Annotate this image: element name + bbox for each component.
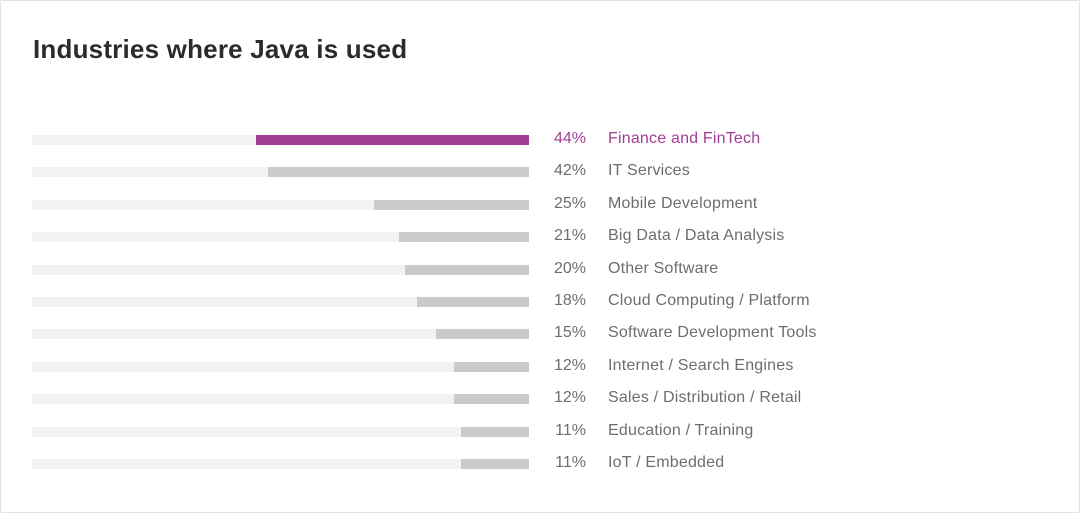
bar-value-label: 11% [555,421,586,439]
bar-row: 11% Education / Training [0,420,1080,444]
bar-row: 20% Other Software [0,258,1080,282]
bar-value-label: 21% [553,227,586,245]
chart-title: Industries where Java is used [33,34,408,64]
bar [460,426,529,437]
bar-track [32,426,529,437]
bar-row: 12% Internet / Search Engines [0,355,1080,379]
bar-row: 11% IoT / Embedded [0,452,1080,476]
category-label: Software Development Tools [608,324,817,342]
bar-value-label: 18% [553,292,586,309]
bar-value-label: 25% [553,194,586,212]
category-label: Finance and FinTech [608,130,761,147]
bar [454,394,529,405]
category-label: IoT / Embedded [608,454,725,471]
bar [460,459,529,469]
bar [435,329,529,340]
bar [454,361,529,372]
bar-row: 25% Mobile Development [0,193,1080,217]
bar-value-label: 42% [553,162,586,180]
bar [417,297,529,307]
bar-value-label: 20% [553,259,586,277]
category-label: Education / Training [608,421,754,439]
bar [404,264,529,275]
bar [398,232,529,243]
bar [268,167,529,178]
bar-track [32,167,529,178]
bar [373,199,529,210]
category-label: Internet / Search Engines [608,356,794,374]
bar-track [32,264,529,275]
bar-track [32,297,529,307]
category-label: Sales / Distribution / Retail [608,389,802,407]
category-label: Other Software [608,259,719,277]
bar-row: 44% Finance and FinTech [0,128,1080,152]
category-label: Cloud Computing / Platform [608,292,810,309]
bar-value-label: 15% [553,324,586,342]
bar [255,135,529,145]
bar-row: 18% Cloud Computing / Platform [0,290,1080,314]
bar-row: 12% Sales / Distribution / Retail [0,387,1080,411]
bar-track [32,394,529,405]
bar-value-label: 44% [553,130,586,147]
bar-track [32,361,529,372]
bar-row: 15% Software Development Tools [0,322,1080,346]
bar-value-label: 12% [553,356,586,374]
bar-track [32,232,529,243]
bar-track [32,459,529,469]
bar-value-label: 12% [553,389,586,407]
bar-row: 21% Big Data / Data Analysis [0,225,1080,249]
category-label: Big Data / Data Analysis [608,227,785,245]
bar-track [32,135,529,145]
bar-track [32,329,529,340]
category-label: IT Services [608,162,690,180]
bar-track [32,199,529,210]
bar-value-label: 11% [555,454,586,471]
category-label: Mobile Development [608,194,758,212]
bar-row: 42% IT Services [0,160,1080,184]
